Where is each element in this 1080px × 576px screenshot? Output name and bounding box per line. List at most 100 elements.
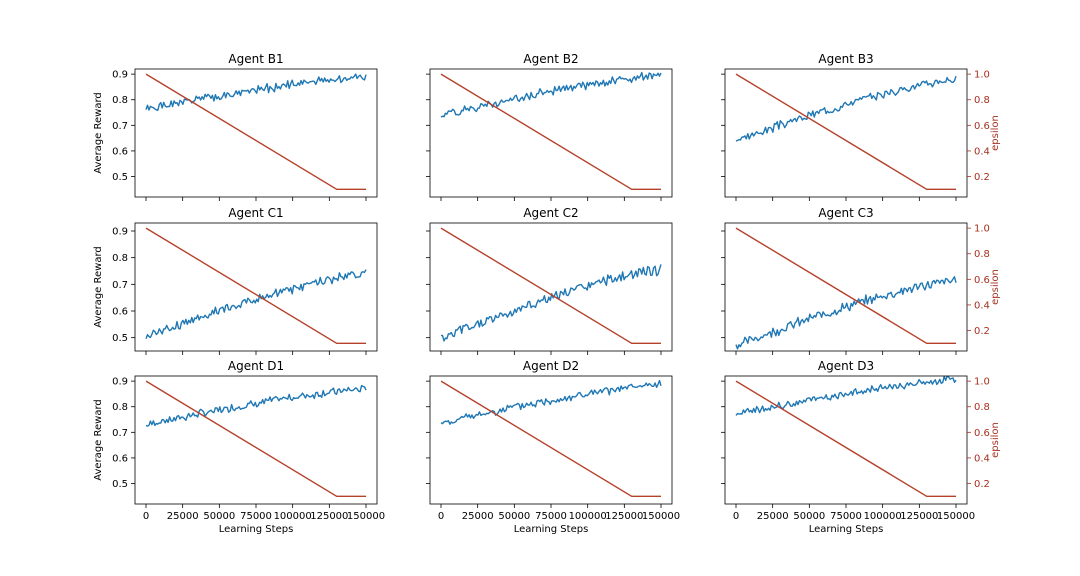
subplot-agent-c2: Agent C2 xyxy=(426,206,673,355)
reward-line xyxy=(145,384,367,427)
x-tick-label: 150000 xyxy=(642,511,680,522)
axes-frame xyxy=(429,68,673,198)
y2-tick-label: 1.0 xyxy=(974,224,990,235)
y2-axis-label: epsilon xyxy=(990,422,1001,458)
x-tick-label: 50000 xyxy=(498,511,530,522)
y-axis-label: Average Reward xyxy=(93,246,104,327)
reward-line xyxy=(440,71,662,118)
y2-tick-label: 0.4 xyxy=(974,146,990,157)
y2-tick-label: 1.0 xyxy=(974,70,990,81)
x-tick-label: 0 xyxy=(143,511,149,522)
subplot-agent-d3: Agent D3 0 25000 50000 75000 1000001250001500… xyxy=(721,359,1001,535)
reward-line xyxy=(735,75,957,142)
subplot-title: Agent C2 xyxy=(523,206,578,220)
x-axis-label: Learning Steps xyxy=(219,524,294,535)
y-tick-label: 0.6 xyxy=(112,453,128,464)
y2-tick-label: 0.4 xyxy=(974,453,990,464)
y-tick-label: 0.9 xyxy=(112,70,128,81)
epsilon-line xyxy=(145,73,366,191)
subplot-title: Agent C3 xyxy=(818,206,873,220)
subplot-title: Agent D2 xyxy=(523,359,579,373)
subplot-title: Agent D3 xyxy=(818,359,874,373)
subplot-title: Agent B1 xyxy=(228,52,283,66)
x-tick-label: 125000 xyxy=(310,511,348,522)
y2-tick-label: 0.6 xyxy=(974,428,990,439)
epsilon-line xyxy=(735,227,956,344)
y-tick-label: 0.8 xyxy=(112,253,128,264)
y2-tick-label: 0.2 xyxy=(974,326,990,337)
reward-line xyxy=(735,276,957,350)
axes-frame xyxy=(134,375,378,505)
subplot-agent-c3: Agent C3 0.2 0.4 0.6 0.8 1.0 epsilon xyxy=(721,206,1001,355)
reward-line xyxy=(440,264,662,342)
axes-frame xyxy=(724,375,968,505)
subplot-agent-d1: Agent D1 0 25000 50000 75000 1000001250001500… xyxy=(93,359,385,535)
epsilon-line xyxy=(440,380,661,497)
x-tick-label: 125000 xyxy=(900,511,938,522)
subplot-title: Agent B3 xyxy=(818,52,873,66)
y-tick-label: 0.7 xyxy=(112,121,128,132)
reward-line xyxy=(735,375,957,416)
axes-frame xyxy=(429,375,673,505)
y-tick-label: 0.7 xyxy=(112,280,128,291)
x-tick-label: 75000 xyxy=(240,511,272,522)
y2-tick-label: 0.8 xyxy=(974,402,990,413)
y2-axis-label: epsilon xyxy=(990,115,1001,151)
reward-line xyxy=(440,379,662,425)
x-tick-label: 100000 xyxy=(274,511,312,522)
subplot-agent-d2: Agent D2 0 25000 50000 75000 1000001250001500… xyxy=(426,359,680,535)
x-tick-label: 0 xyxy=(438,511,444,522)
x-tick-label: 125000 xyxy=(605,511,643,522)
y-tick-label: 0.5 xyxy=(112,172,128,183)
x-tick-label: 150000 xyxy=(347,511,385,522)
subplot-title: Agent D1 xyxy=(228,359,284,373)
y-axis-label: Average Reward xyxy=(93,399,104,480)
axes-frame xyxy=(134,68,378,198)
x-axis-label: Learning Steps xyxy=(809,524,884,535)
subplot-agent-c1: Agent C1 0.5 0.6 0.7 0.8 0.9 Average Reward xyxy=(93,206,378,355)
epsilon-line xyxy=(735,380,956,497)
epsilon-line xyxy=(440,73,661,191)
y-tick-label: 0.9 xyxy=(112,377,128,388)
x-tick-label: 25000 xyxy=(462,511,494,522)
y-tick-label: 0.7 xyxy=(112,428,128,439)
y2-tick-label: 0.2 xyxy=(974,172,990,183)
x-tick-label: 100000 xyxy=(864,511,902,522)
x-tick-label: 100000 xyxy=(569,511,607,522)
x-tick-label: 150000 xyxy=(937,511,975,522)
y2-tick-label: 0.4 xyxy=(974,300,990,311)
x-axis-label: Learning Steps xyxy=(514,524,589,535)
reward-line xyxy=(145,269,367,340)
x-tick-label: 25000 xyxy=(757,511,789,522)
y-tick-label: 0.8 xyxy=(112,95,128,106)
y-tick-label: 0.9 xyxy=(112,227,128,238)
epsilon-line xyxy=(145,227,366,344)
y2-tick-label: 0.2 xyxy=(974,479,990,490)
y-tick-label: 0.6 xyxy=(112,146,128,157)
y-tick-label: 0.5 xyxy=(112,479,128,490)
epsilon-line xyxy=(440,227,661,344)
y2-axis-label: epsilon xyxy=(990,269,1001,305)
x-tick-label: 50000 xyxy=(793,511,825,522)
epsilon-line xyxy=(735,73,956,191)
subplot-title: Agent B2 xyxy=(523,52,578,66)
x-tick-label: 50000 xyxy=(203,511,235,522)
y2-tick-label: 0.6 xyxy=(974,275,990,286)
y-tick-label: 0.5 xyxy=(112,333,128,344)
x-tick-label: 25000 xyxy=(167,511,199,522)
subplot-title: Agent C1 xyxy=(228,206,283,220)
y2-tick-label: 0.6 xyxy=(974,121,990,132)
x-tick-label: 75000 xyxy=(535,511,567,522)
epsilon-line xyxy=(145,380,366,497)
y-axis-label: Average Reward xyxy=(93,92,104,173)
y-tick-label: 0.8 xyxy=(112,402,128,413)
y2-tick-label: 0.8 xyxy=(974,249,990,260)
subplot-agent-b2: Agent B2 xyxy=(426,52,673,201)
subplot-agent-b3: Agent B3 0.2 0.4 0.6 0.8 1.0 epsilon xyxy=(721,52,1001,201)
y2-tick-label: 0.8 xyxy=(974,95,990,106)
subplot-agent-b1: Agent B1 0.5 0.6 0.7 0.8 0.9 Average Reward xyxy=(93,52,378,201)
y2-tick-label: 1.0 xyxy=(974,377,990,388)
x-tick-label: 0 xyxy=(733,511,739,522)
axes-frame xyxy=(134,222,378,352)
